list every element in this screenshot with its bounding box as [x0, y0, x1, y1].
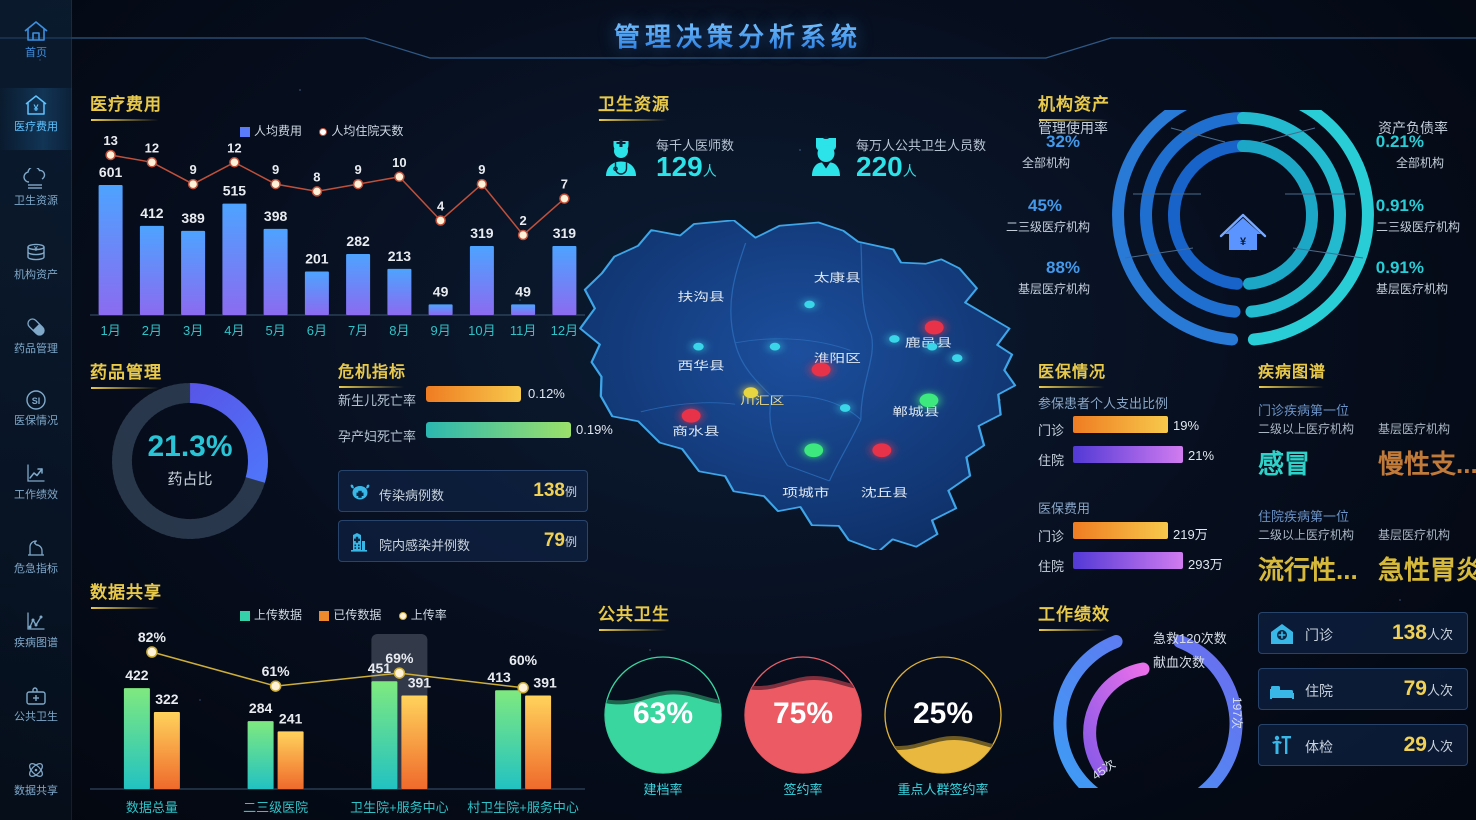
svg-text:9月: 9月 — [430, 323, 450, 338]
svg-text:药占比: 药占比 — [167, 471, 212, 488]
svg-text:213: 213 — [388, 248, 412, 264]
svg-text:2月: 2月 — [142, 323, 162, 338]
svg-text:4月: 4月 — [224, 323, 244, 338]
svg-text:9: 9 — [478, 162, 485, 177]
svg-text:9: 9 — [272, 162, 279, 177]
svg-text:SI: SI — [32, 396, 41, 406]
svg-text:82%: 82% — [138, 629, 167, 645]
svg-text:319: 319 — [470, 225, 494, 241]
svg-text:数据总量: 数据总量 — [126, 800, 178, 814]
svg-text:10: 10 — [392, 155, 406, 170]
svg-text:2: 2 — [519, 213, 526, 228]
svg-text:197次: 197次 — [1230, 697, 1244, 729]
svg-text:沈丘县: 沈丘县 — [861, 486, 908, 499]
svg-text:389: 389 — [181, 210, 205, 226]
svg-text:60%: 60% — [509, 652, 538, 668]
svg-text:322: 322 — [155, 691, 179, 707]
svg-text:422: 422 — [125, 667, 149, 683]
svg-text:¥: ¥ — [33, 103, 38, 113]
svg-text:4: 4 — [437, 199, 445, 214]
svg-text:9: 9 — [354, 162, 361, 177]
svg-text:21.3%: 21.3% — [147, 430, 232, 463]
svg-text:601: 601 — [99, 164, 123, 180]
svg-text:284: 284 — [249, 700, 273, 716]
svg-text:8月: 8月 — [389, 323, 409, 338]
svg-text:13: 13 — [103, 135, 117, 148]
svg-text:49: 49 — [433, 283, 449, 299]
svg-text:8: 8 — [313, 169, 320, 184]
svg-text:10月: 10月 — [468, 323, 495, 338]
svg-text:12月: 12月 — [551, 323, 578, 338]
svg-text:75%: 75% — [773, 697, 833, 730]
svg-text:郸城县: 郸城县 — [892, 406, 939, 419]
svg-text:6月: 6月 — [307, 323, 327, 338]
svg-text:25%: 25% — [913, 697, 973, 730]
svg-text:412: 412 — [140, 205, 164, 221]
svg-text:7月: 7月 — [348, 323, 368, 338]
svg-text:淮阳区: 淮阳区 — [814, 352, 861, 365]
svg-text:12: 12 — [145, 140, 159, 155]
svg-text:扶沟县: 扶沟县 — [678, 291, 725, 304]
svg-text:282: 282 — [346, 233, 370, 249]
svg-text:1月: 1月 — [100, 323, 120, 338]
svg-text:太康县: 太康县 — [814, 271, 861, 284]
svg-text:¥: ¥ — [34, 246, 38, 253]
svg-text:¥: ¥ — [1240, 236, 1247, 248]
svg-text:卫生院+服务中心: 卫生院+服务中心 — [350, 800, 449, 814]
svg-text:319: 319 — [553, 225, 577, 241]
svg-text:村卫生院+服务中心: 村卫生院+服务中心 — [467, 800, 579, 814]
svg-text:515: 515 — [223, 183, 247, 199]
svg-text:二三级医院: 二三级医院 — [243, 800, 308, 814]
svg-text:49: 49 — [515, 283, 531, 299]
svg-text:商水县: 商水县 — [672, 425, 719, 438]
svg-text:11月: 11月 — [510, 323, 536, 338]
svg-text:项城市: 项城市 — [782, 485, 829, 498]
svg-text:5月: 5月 — [265, 323, 285, 338]
svg-text:201: 201 — [305, 251, 329, 267]
svg-text:391: 391 — [533, 675, 557, 691]
svg-text:398: 398 — [264, 208, 288, 224]
svg-text:69%: 69% — [385, 650, 414, 666]
svg-text:61%: 61% — [262, 663, 291, 679]
svg-text:241: 241 — [279, 710, 303, 726]
svg-text:63%: 63% — [633, 697, 693, 730]
svg-text:3月: 3月 — [183, 323, 203, 338]
svg-text:9: 9 — [189, 162, 196, 177]
svg-text:西华县: 西华县 — [678, 360, 725, 373]
svg-text:12: 12 — [227, 140, 241, 155]
svg-text:413: 413 — [487, 669, 511, 685]
svg-text:7: 7 — [561, 177, 568, 192]
